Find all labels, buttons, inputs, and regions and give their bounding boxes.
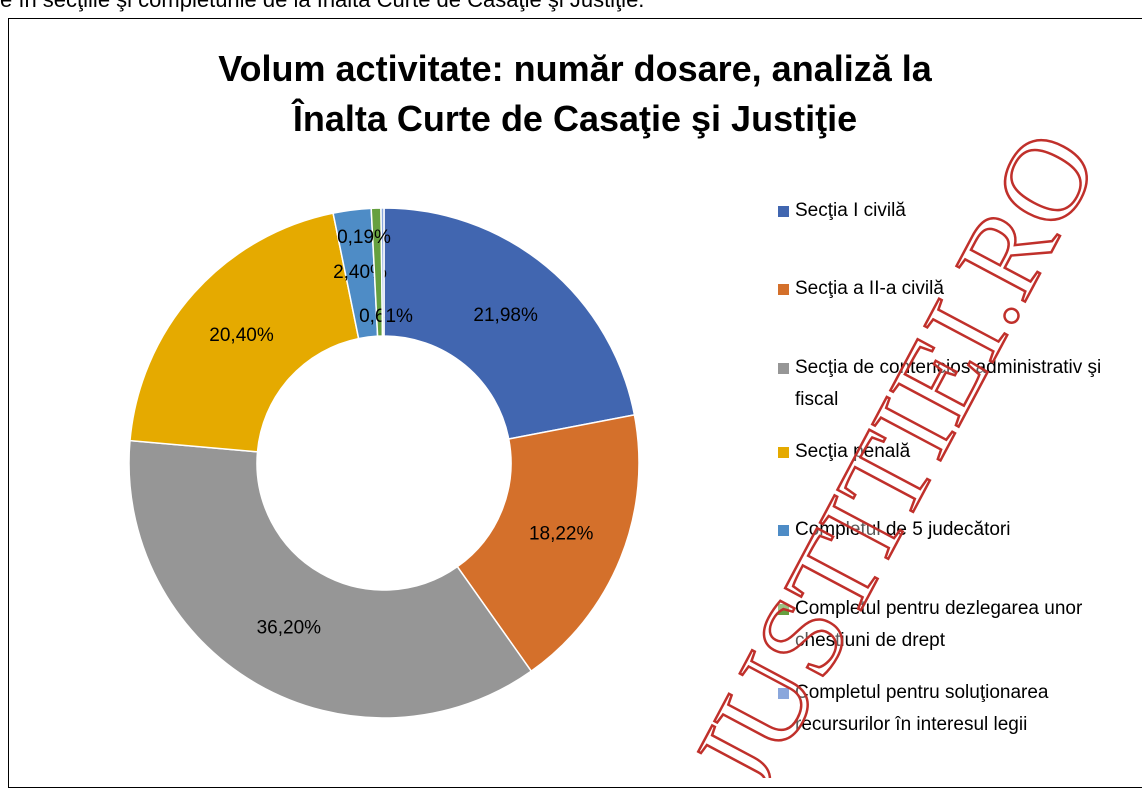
chart-title: Volum activitate: număr dosare, analiză … xyxy=(218,48,932,139)
data-label: 21,98% xyxy=(473,305,538,326)
caption: e în secţiile şi completurile de la Înal… xyxy=(0,0,644,13)
legend-swatch xyxy=(778,525,789,536)
data-label: 0,61% xyxy=(359,306,413,327)
donut-segment xyxy=(383,207,636,440)
legend-label: Secţia I civilă xyxy=(795,200,906,221)
watermark: JUSTITIEI.RO xyxy=(667,111,1123,778)
legend-swatch xyxy=(778,363,789,374)
legend-swatch xyxy=(778,688,789,699)
donut-segment xyxy=(456,414,640,673)
legend-label: Secţia de contencios administrativ şi fi… xyxy=(795,357,1102,410)
donut-segment xyxy=(129,212,360,453)
data-label: 20,40% xyxy=(209,325,274,346)
data-label: 18,22% xyxy=(529,523,594,544)
data-label: 36,20% xyxy=(257,618,322,639)
legend-item: Secţia penală xyxy=(775,436,1105,468)
legend-label: Secţia penală xyxy=(795,441,911,462)
legend-swatch xyxy=(778,284,789,295)
legend-swatch xyxy=(778,604,789,615)
legend-item: Secţia I civilă xyxy=(775,195,1105,227)
legend-label: Completul de 5 judecători xyxy=(795,519,1011,540)
legend-item: Secţia de contencios administrativ şi fi… xyxy=(775,352,1105,416)
data-label: 0,19% xyxy=(337,227,391,248)
donut-segment xyxy=(380,207,385,337)
legend-label: Completul pentru dezlegarea unor chestiu… xyxy=(795,598,1083,651)
donut-segment xyxy=(128,439,533,719)
legend-label: Secţia a II-a civilă xyxy=(795,278,944,299)
legend-item: Secţia a II-a civilă xyxy=(775,273,1105,305)
legend-item: Completul de 5 judecători xyxy=(775,514,1105,546)
legend-item: Completul pentru dezlegarea unor chestiu… xyxy=(775,593,1105,657)
legend-label: Completul pentru soluţionarea recursuril… xyxy=(795,682,1049,735)
legend-item: Completul pentru soluţionarea recursuril… xyxy=(775,677,1105,741)
legend-swatch xyxy=(778,447,789,458)
legend-swatch xyxy=(778,206,789,217)
